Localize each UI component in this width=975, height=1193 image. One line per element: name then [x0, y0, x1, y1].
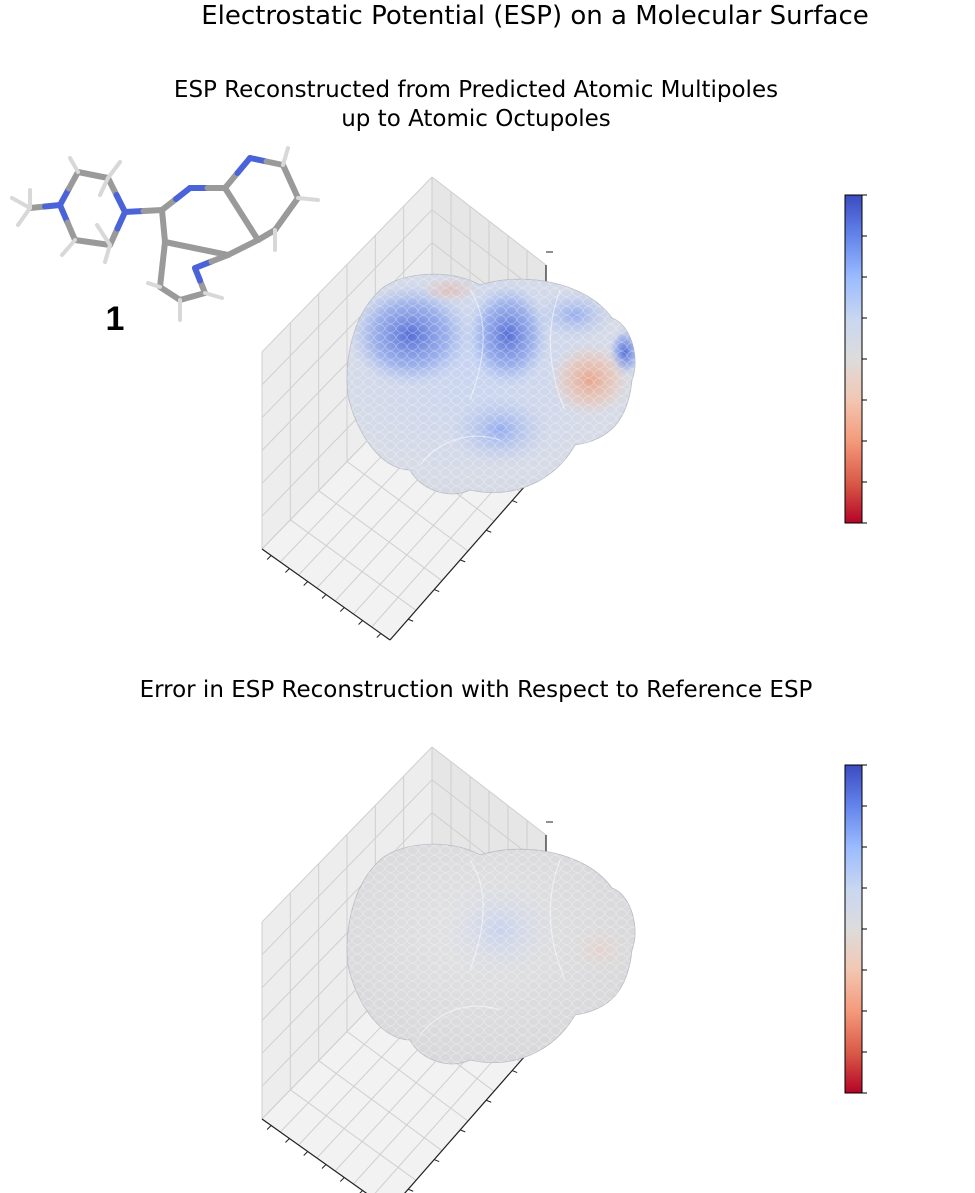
- bond: [162, 239, 200, 252]
- y-tick-mark: [460, 1129, 466, 1133]
- x-tick-mark: [321, 1164, 327, 1169]
- grid-line: [346, 1031, 469, 1122]
- bond: [255, 232, 270, 243]
- x-tick-mark: [285, 568, 290, 573]
- bond-hydrogen: [203, 291, 224, 300]
- y-axis-line: [404, 1031, 547, 1193]
- bond: [208, 252, 231, 265]
- error-panel: Error in ESP Reconstruction with Respect…: [140, 677, 867, 1193]
- figure-suptitle: Electrostatic Potential (ESP) on a Molec…: [201, 1, 868, 31]
- bond: [238, 211, 261, 243]
- x-tick-mark: [339, 1177, 345, 1182]
- bond-hydrogen: [10, 196, 32, 210]
- bond-hydrogen: [98, 176, 110, 197]
- sphere-seam: [469, 289, 484, 401]
- panel-subtitle: up to Atomic Octupoles: [341, 106, 611, 132]
- x-tick-mark: [266, 1125, 272, 1130]
- bond-hydrogen: [68, 156, 80, 174]
- bond-hydrogen: [95, 223, 112, 247]
- bond: [159, 239, 168, 268]
- x-tick-mark: [358, 620, 363, 625]
- bond: [234, 155, 253, 176]
- x-tick-mark: [303, 581, 309, 586]
- y-tick-mark: [486, 1099, 492, 1103]
- grid-line: [261, 779, 433, 956]
- bond: [283, 195, 301, 217]
- bond: [107, 225, 121, 248]
- surface-mesh-texture: [347, 844, 636, 1064]
- bond-hydrogen: [16, 206, 32, 227]
- x-tick-mark: [376, 633, 382, 638]
- bond: [57, 202, 71, 226]
- bond-hydrogen: [106, 160, 122, 180]
- y-tick-mark: [408, 1188, 414, 1192]
- bond: [280, 162, 294, 185]
- y-tick-mark: [486, 529, 492, 533]
- panel-title: Error in ESP Reconstruction with Respect…: [140, 677, 813, 703]
- bond: [272, 211, 290, 233]
- sphere-seam: [549, 859, 566, 981]
- y-tick-mark: [512, 500, 518, 504]
- sphere-seam: [419, 1005, 501, 1036]
- bond: [157, 261, 166, 290]
- bond: [113, 192, 128, 215]
- bond-hydrogen: [146, 281, 162, 289]
- grid-line: [261, 242, 433, 419]
- grid-line: [261, 209, 433, 386]
- grid-line: [318, 490, 443, 582]
- grid-line: [261, 176, 433, 353]
- y-tick-mark: [434, 1159, 440, 1163]
- x-tick-mark: [266, 555, 272, 560]
- molecule-structure-image: [10, 146, 320, 322]
- molecule-label: 1: [106, 300, 125, 338]
- x-tick-mark: [321, 594, 327, 599]
- y-axis-line: [389, 461, 547, 641]
- bond: [287, 178, 301, 201]
- grid-line: [261, 746, 433, 923]
- y-tick-mark: [460, 559, 466, 563]
- bond: [122, 208, 147, 215]
- panel-title: ESP Reconstructed from Predicted Atomic …: [174, 77, 778, 103]
- bond-hydrogen: [60, 238, 77, 257]
- bond: [140, 207, 165, 214]
- bond-hydrogen: [296, 196, 320, 202]
- bond: [222, 170, 241, 191]
- y-tick-mark: [434, 589, 440, 593]
- surface-mesh-texture: [347, 274, 636, 494]
- y-tick-mark: [408, 618, 414, 622]
- colorbar-gradient: [844, 194, 863, 524]
- x-tick-mark: [285, 1138, 290, 1143]
- bond: [222, 185, 245, 217]
- sphere-seam: [469, 859, 484, 971]
- x-tick-mark: [303, 1151, 309, 1156]
- bond: [66, 169, 81, 192]
- grid-line: [290, 519, 417, 611]
- grid-line: [318, 1060, 443, 1152]
- sphere-seam: [549, 289, 566, 411]
- colorbar-gradient: [844, 764, 863, 1094]
- grid-line: [261, 812, 433, 989]
- y-tick-mark: [512, 1070, 518, 1074]
- bond: [64, 219, 78, 243]
- grid-line: [346, 461, 469, 552]
- bond-hydrogen: [281, 146, 290, 167]
- bond: [114, 209, 128, 232]
- bond-hydrogen: [103, 243, 112, 264]
- bond: [105, 175, 120, 198]
- x-tick-mark: [339, 607, 345, 612]
- sphere-seam: [419, 435, 501, 466]
- bond: [57, 185, 72, 208]
- esp-panel: ESP Reconstructed from Predicted Atomic …: [174, 77, 867, 641]
- bond: [159, 207, 167, 229]
- grid-line: [290, 1089, 417, 1181]
